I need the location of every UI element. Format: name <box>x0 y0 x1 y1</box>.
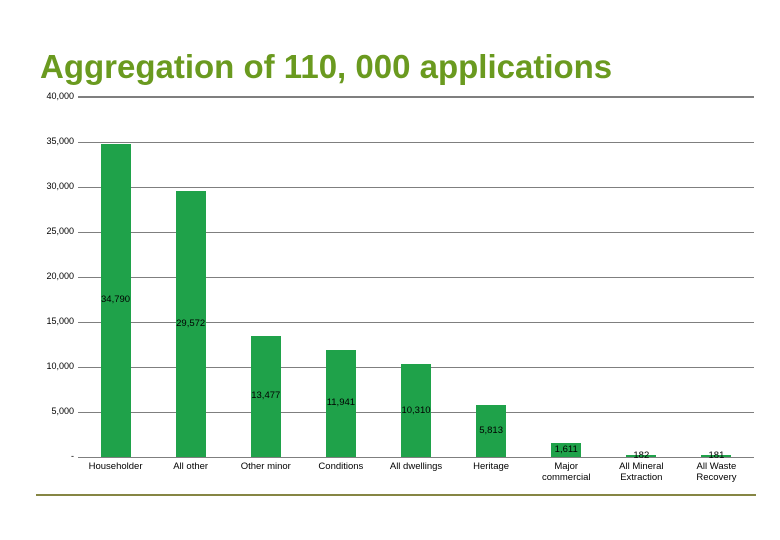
x-category-label: Heritage <box>456 462 526 473</box>
x-category-label: All MineralExtraction <box>606 462 676 484</box>
y-tick-label: 30,000 <box>34 181 74 191</box>
bar-value-label: 1,611 <box>555 444 578 455</box>
slide-title: Aggregation of 110, 000 applications <box>40 48 760 86</box>
y-tick-label: 35,000 <box>34 136 74 146</box>
bar-value-label: 13,477 <box>251 390 280 401</box>
bar-value-label: 29,572 <box>176 318 205 329</box>
x-category-label: All WasteRecovery <box>681 462 751 484</box>
y-tick-label: 20,000 <box>34 271 74 281</box>
gridline <box>78 457 754 458</box>
gridline <box>78 142 754 143</box>
x-category-label: Other minor <box>231 462 301 473</box>
bar-value-label: 182 <box>633 450 649 461</box>
y-tick-label: 25,000 <box>34 226 74 236</box>
bar-value-label: 34,790 <box>101 294 130 305</box>
bar-chart: - 5,000 10,000 15,000 20,000 25,000 30,000 35,0… <box>34 96 754 476</box>
bar-value-label: 181 <box>709 450 725 461</box>
bar-value-label: 10,310 <box>401 405 430 416</box>
y-tick-label: 10,000 <box>34 361 74 371</box>
gridline <box>78 187 754 188</box>
bar-value-label: 11,941 <box>327 397 355 408</box>
x-category-label: All other <box>156 462 226 473</box>
y-tick-label: 5,000 <box>34 406 74 416</box>
x-category-label: Conditions <box>306 462 376 473</box>
y-tick-label: - <box>34 451 74 461</box>
plot-area <box>78 96 754 457</box>
y-tick-label: 40,000 <box>34 91 74 101</box>
x-category-label: All dwellings <box>381 462 451 473</box>
gridline <box>78 97 754 98</box>
bar-value-label: 5,813 <box>479 425 503 436</box>
slide: Aggregation of 110, 000 applications - 5,… <box>0 0 780 540</box>
x-category-label: Householder <box>81 462 151 473</box>
y-tick-label: 15,000 <box>34 316 74 326</box>
footer-divider <box>36 494 756 496</box>
x-category-label: Majorcommercial <box>531 462 601 484</box>
